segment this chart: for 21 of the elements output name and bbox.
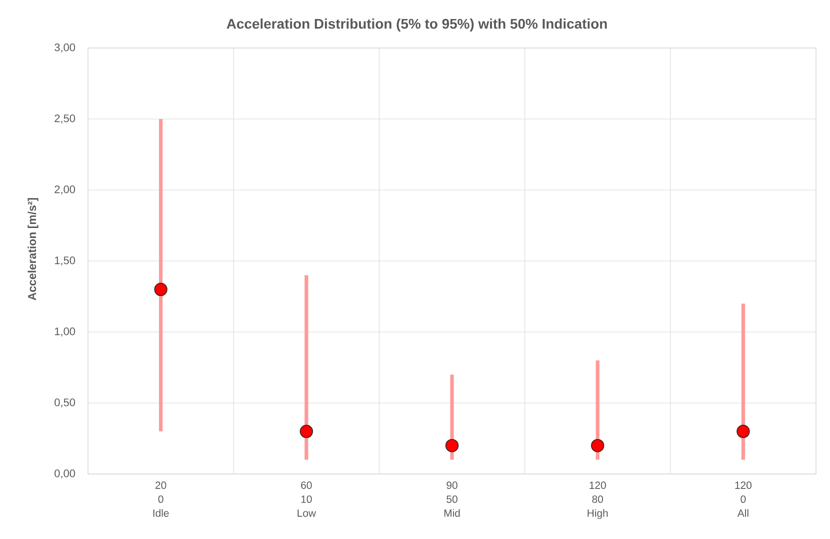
bar <box>159 118 163 432</box>
y-tick-label: 1,50 <box>54 256 76 266</box>
y-tick-label: 0,00 <box>54 469 76 479</box>
y-tick-label: 2,50 <box>54 114 76 124</box>
x-tick-label: 120 80 High <box>588 482 608 519</box>
x-tick-label: 20 0 Idle <box>153 482 169 517</box>
point <box>300 424 313 438</box>
y-tick-label: 3,00 <box>54 43 76 53</box>
y-axis-title: Acceleration [m/s²] <box>28 198 38 300</box>
x-tick-label: 90 50 Mid <box>444 482 460 517</box>
point <box>445 439 459 452</box>
chart-title: Acceleration Distribution (5% to 95%) with 50% Indication <box>226 18 607 32</box>
x-tick-label: 60 10 Low <box>298 482 316 517</box>
y-tick-label: 2,00 <box>54 185 76 195</box>
y-tick-label: 0,50 <box>54 398 76 408</box>
point <box>736 424 750 438</box>
x-tick-label: 120 0 All <box>735 482 752 517</box>
y-tick-label: 1,00 <box>54 327 76 337</box>
point <box>154 282 168 296</box>
bar <box>304 275 308 460</box>
point <box>591 439 604 452</box>
